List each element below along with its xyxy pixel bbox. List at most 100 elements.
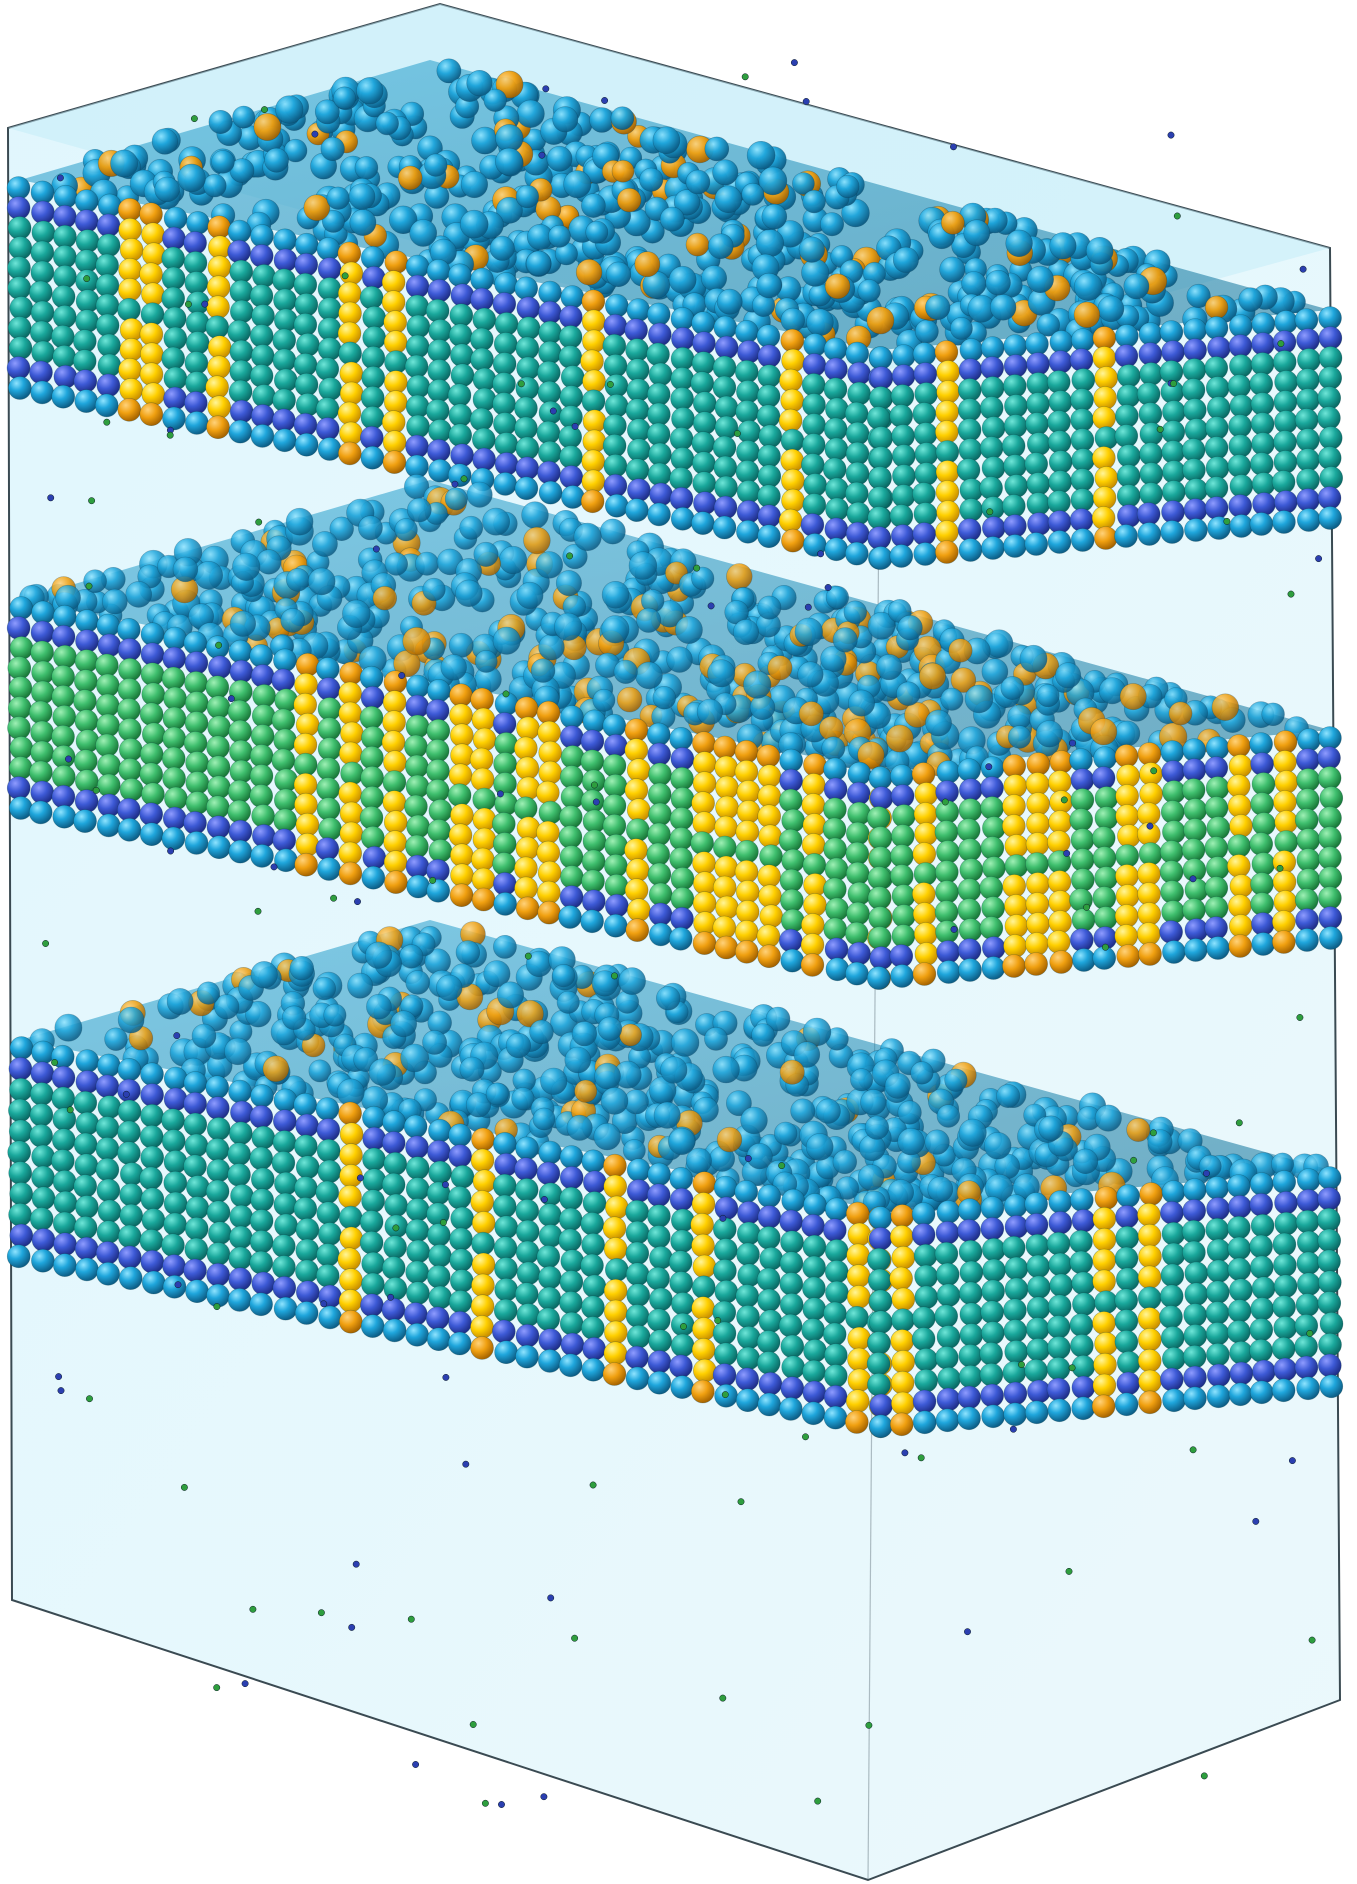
ion-green	[1083, 903, 1091, 911]
ion-blue	[496, 790, 504, 798]
ion-green	[66, 1106, 74, 1114]
ion-blue	[538, 151, 546, 159]
ion-blue	[592, 798, 600, 806]
ion-green	[1156, 425, 1164, 433]
ion-blue	[964, 1628, 971, 1636]
ion-blue	[442, 1181, 449, 1189]
ion-green	[1189, 1446, 1197, 1454]
ion-blue	[57, 1387, 65, 1395]
top-headgroups	[51, 58, 1306, 356]
ion-blue	[47, 494, 55, 502]
ion-blue	[498, 1801, 505, 1808]
ion-blue	[1063, 849, 1071, 857]
bilayer-stack	[6, 58, 1344, 1439]
ion-blue	[451, 480, 459, 488]
ion-green	[524, 952, 532, 960]
ion-green	[741, 73, 749, 81]
ion-blue	[167, 847, 175, 855]
ion-green	[986, 508, 994, 516]
ion-blue	[540, 1793, 548, 1801]
ion-blue	[601, 97, 609, 104]
ion-green	[590, 781, 598, 789]
ion-blue	[1252, 1517, 1260, 1525]
ion-blue	[950, 143, 957, 151]
ion-green	[1150, 767, 1158, 775]
ion-green	[566, 552, 574, 560]
ion-green	[865, 1721, 873, 1729]
ion-green	[86, 1395, 93, 1403]
ion-green	[184, 300, 192, 308]
ion-green	[429, 876, 437, 884]
ion-green	[589, 1481, 597, 1489]
ion-green	[317, 1609, 325, 1617]
ion-blue	[65, 755, 72, 763]
ion-blue	[387, 1293, 395, 1301]
ion-green	[85, 582, 93, 590]
ion-green	[1306, 1329, 1314, 1337]
ion-green	[166, 431, 174, 439]
ion-green	[330, 894, 338, 902]
ion-green	[255, 518, 263, 526]
ion-blue	[1146, 822, 1154, 830]
ion-green	[941, 798, 949, 806]
ion-green	[1170, 380, 1177, 388]
ion-blue	[354, 898, 361, 906]
ion-green	[341, 272, 349, 280]
bilayer-1	[6, 58, 1343, 570]
ion-green	[611, 972, 618, 980]
ion-blue	[950, 925, 958, 933]
ion-green	[190, 115, 198, 123]
ion-blue	[547, 1594, 555, 1602]
ion-blue	[227, 695, 235, 703]
ion-green	[517, 380, 525, 388]
ion-green	[1200, 1772, 1208, 1780]
ion-blue	[824, 584, 832, 591]
ion-green	[254, 907, 262, 915]
ion-blue	[790, 59, 798, 67]
ion-green	[42, 940, 50, 947]
ion-blue	[241, 1680, 249, 1688]
ion-blue	[1189, 875, 1197, 883]
ion-blue	[56, 174, 64, 182]
ion-green	[733, 430, 741, 437]
ion-green	[1068, 1364, 1076, 1372]
ion-green	[249, 1605, 257, 1613]
ion-green	[1130, 1156, 1138, 1164]
ion-blue	[320, 1300, 328, 1308]
ion-green	[1173, 212, 1181, 220]
ion-blue	[744, 1155, 752, 1162]
ion-blue	[542, 85, 550, 93]
top-headgroups	[19, 474, 1309, 777]
ion-green	[737, 1498, 745, 1506]
ion-green	[814, 1797, 822, 1805]
ion-green	[213, 1303, 221, 1311]
ion-blue	[1315, 555, 1323, 563]
ion-blue	[173, 1032, 181, 1040]
ion-blue	[804, 603, 812, 611]
bilayer-left-wall	[6, 596, 894, 990]
ion-green	[1296, 1014, 1304, 1021]
ion-blue	[372, 545, 380, 553]
ion-blue	[311, 130, 319, 138]
bilayer-right-wall	[866, 726, 1344, 990]
ion-green	[606, 380, 614, 388]
ion-green	[1101, 943, 1109, 951]
ion-green	[571, 1634, 579, 1642]
ion-blue	[802, 98, 810, 105]
ion-blue	[270, 863, 278, 871]
ion-green	[1223, 517, 1231, 525]
ion-green	[1308, 1636, 1316, 1644]
ion-blue	[348, 1623, 356, 1631]
ion-green	[1065, 1567, 1073, 1575]
ion-blue	[549, 407, 557, 415]
ion-blue	[1009, 1425, 1017, 1433]
ion-green	[502, 690, 510, 698]
ion-green	[261, 106, 268, 114]
ion-green	[802, 1433, 809, 1441]
ion-blue	[1167, 131, 1175, 139]
ion-blue	[55, 1373, 63, 1381]
ion-green	[680, 1323, 687, 1330]
ion-green	[439, 1219, 447, 1226]
ion-blue	[1299, 265, 1307, 273]
